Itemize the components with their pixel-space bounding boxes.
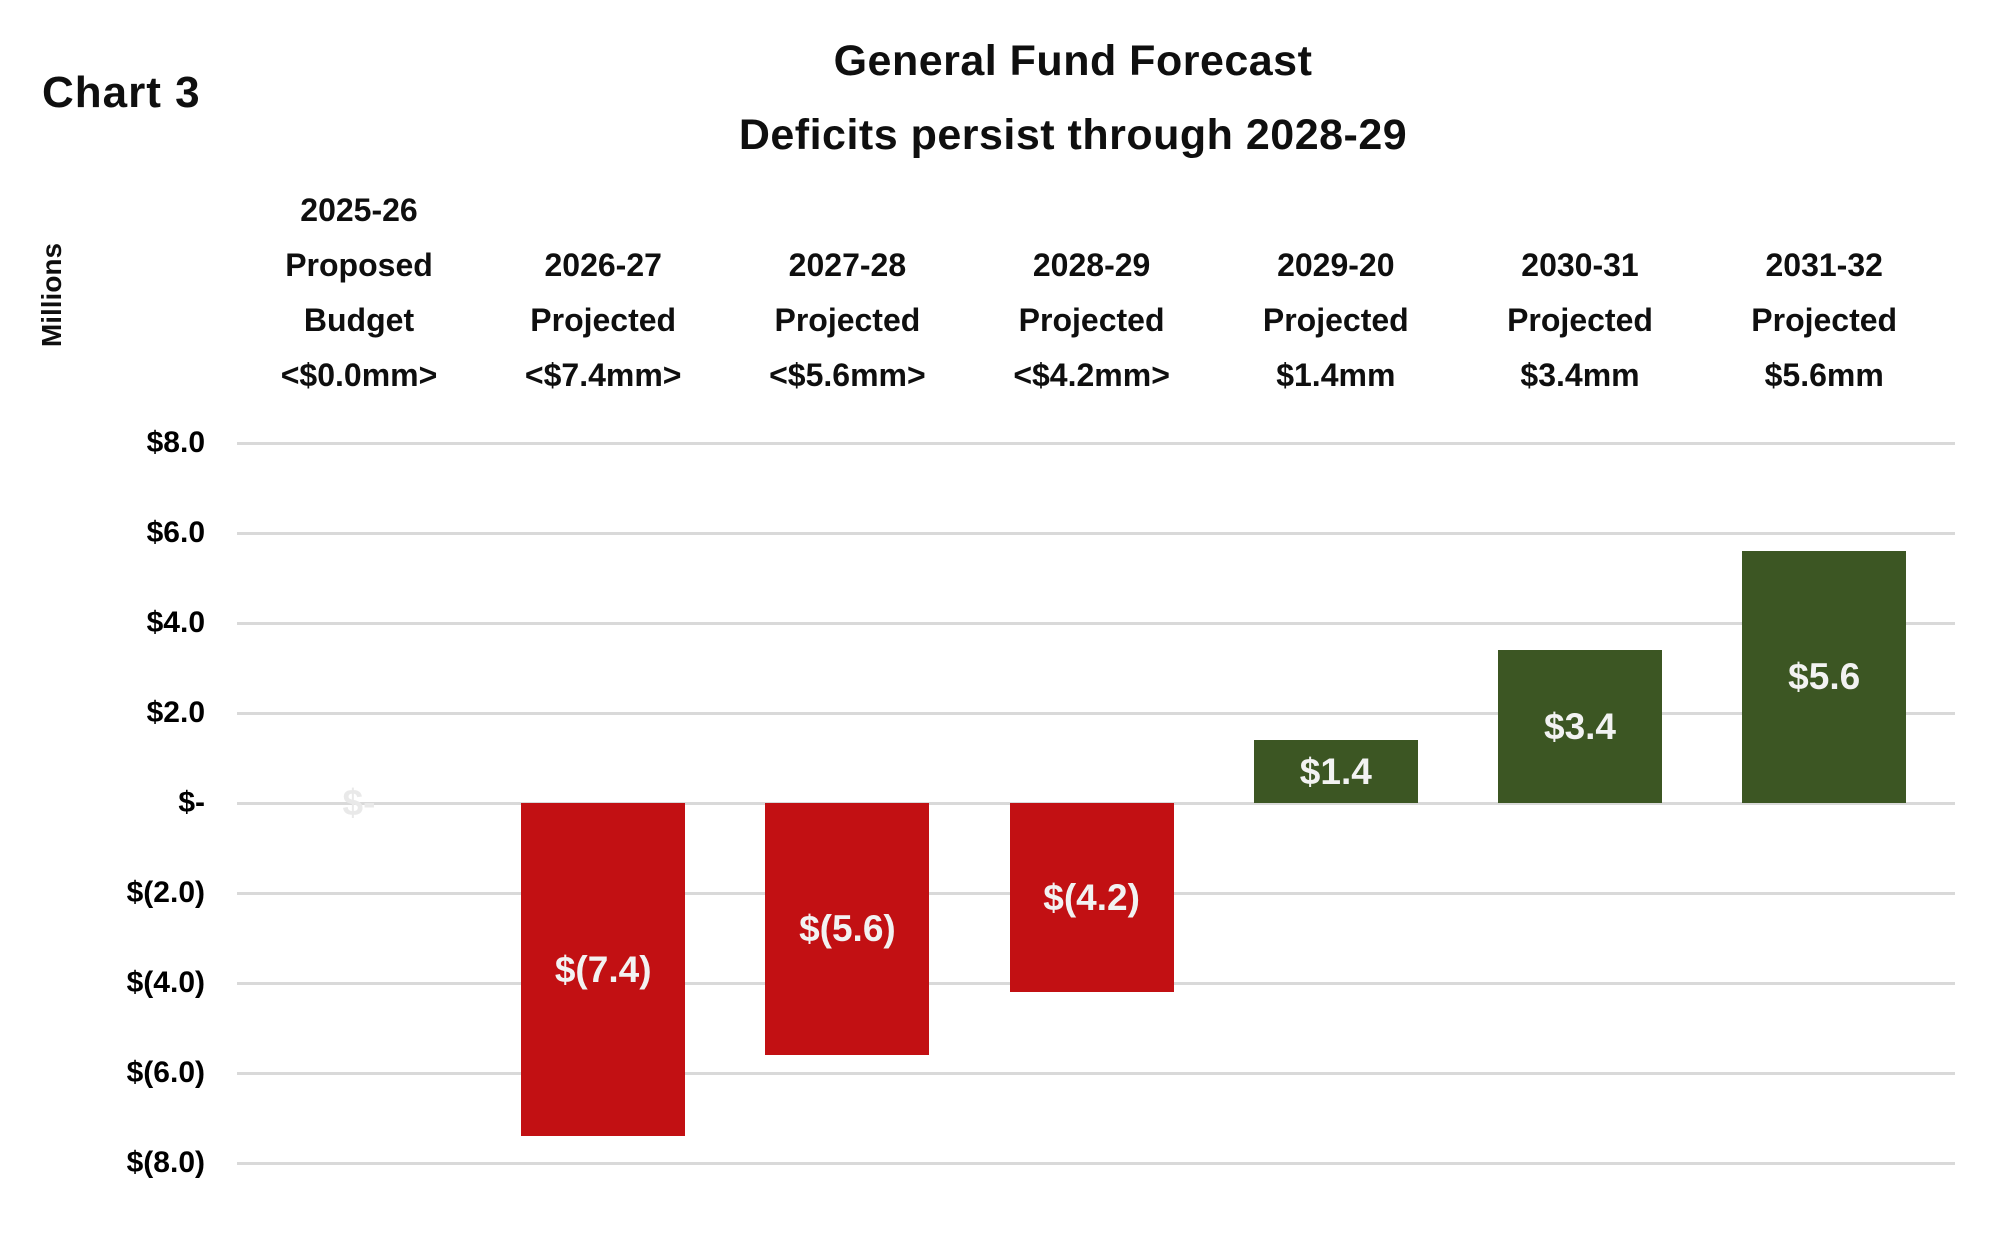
column-header: 2025-26 Proposed Budget <$0.0mm> xyxy=(224,183,494,403)
gridline xyxy=(237,532,1955,535)
column-header-line: Projected xyxy=(1018,302,1165,338)
y-tick-label: $6.0 xyxy=(146,516,205,549)
y-tick-label: $(4.0) xyxy=(126,966,205,999)
column-header: 2031-32 Projected $5.6mm xyxy=(1689,238,1959,403)
y-tick-label: $(6.0) xyxy=(126,1056,205,1089)
column-header-line: 2030-31 xyxy=(1521,247,1639,283)
y-tick-label: $(8.0) xyxy=(126,1146,205,1179)
y-tick-label: $2.0 xyxy=(146,696,205,729)
column-header-line: Proposed xyxy=(285,247,433,283)
column-header: 2028-29 Projected <$4.2mm> xyxy=(957,238,1227,403)
gridline xyxy=(237,622,1955,625)
bar-value-label: $5.6 xyxy=(1788,656,1861,697)
zero-value-label: $- xyxy=(342,782,376,823)
bar-positive xyxy=(1498,650,1662,803)
column-header-line: 2029-20 xyxy=(1277,247,1395,283)
column-header-line: Projected xyxy=(1507,302,1653,338)
column-header-line: Budget xyxy=(303,302,415,338)
column-header-line: <$7.4mm> xyxy=(524,357,682,393)
column-header-line: 2025-26 xyxy=(300,192,418,228)
column-header-line: $1.4mm xyxy=(1276,357,1396,393)
column-header-line: Projected xyxy=(530,302,677,338)
bar-negative xyxy=(521,803,686,1136)
y-tick-label: $- xyxy=(178,786,205,819)
column-header-line: Projected xyxy=(774,302,921,338)
column-header-line: <$4.2mm> xyxy=(1013,357,1170,393)
gridline xyxy=(237,1072,1955,1075)
column-header: 2027-28 Projected <$5.6mm> xyxy=(712,238,982,403)
chart-title: General Fund Forecast xyxy=(833,37,1313,85)
column-header: 2026-27 Projected <$7.4mm> xyxy=(468,238,738,403)
bar-positive xyxy=(1742,551,1907,803)
chart-number-label: Chart 3 xyxy=(42,68,201,117)
bar-value-label: $(7.4) xyxy=(554,948,652,990)
y-tick-label: $4.0 xyxy=(146,606,205,639)
column-header-line: Projected xyxy=(1262,302,1409,338)
column-header-line: <$5.6mm> xyxy=(769,357,926,393)
bar-positive xyxy=(1253,740,1418,803)
bar-value-label: $(4.2) xyxy=(1043,876,1140,918)
bar-value-label: $(5.6) xyxy=(799,908,896,949)
bar-value-label: $1.4 xyxy=(1299,750,1372,792)
column-header-line: 2031-32 xyxy=(1765,247,1883,283)
chart-title-block: General Fund Forecast Deficits persist t… xyxy=(373,24,1773,172)
gridline xyxy=(237,712,1955,715)
column-header-line: Projected xyxy=(1751,302,1898,338)
bar-value-label: $3.4 xyxy=(1543,705,1617,747)
column-header-line: $5.6mm xyxy=(1764,357,1884,393)
y-tick-label: $8.0 xyxy=(146,426,205,459)
column-header-line: 2028-29 xyxy=(1032,247,1151,283)
column-header-line: <$0.0mm> xyxy=(280,357,438,393)
bar-negative xyxy=(1009,803,1174,992)
column-header: 2030-31 Projected $3.4mm xyxy=(1445,238,1715,403)
column-header-line: 2027-28 xyxy=(788,247,907,283)
chart-subtitle: Deficits persist through 2028-29 xyxy=(738,111,1408,159)
y-tick-label: $(2.0) xyxy=(126,876,205,909)
column-header: 2029-20 Projected $1.4mm xyxy=(1201,238,1471,403)
y-axis-title: Millions xyxy=(36,242,67,348)
column-header-line: 2026-27 xyxy=(544,247,662,283)
gridline xyxy=(237,442,1955,445)
gridline xyxy=(237,1162,1955,1165)
column-header-line: $3.4mm xyxy=(1520,357,1640,393)
bar-negative xyxy=(765,803,930,1055)
